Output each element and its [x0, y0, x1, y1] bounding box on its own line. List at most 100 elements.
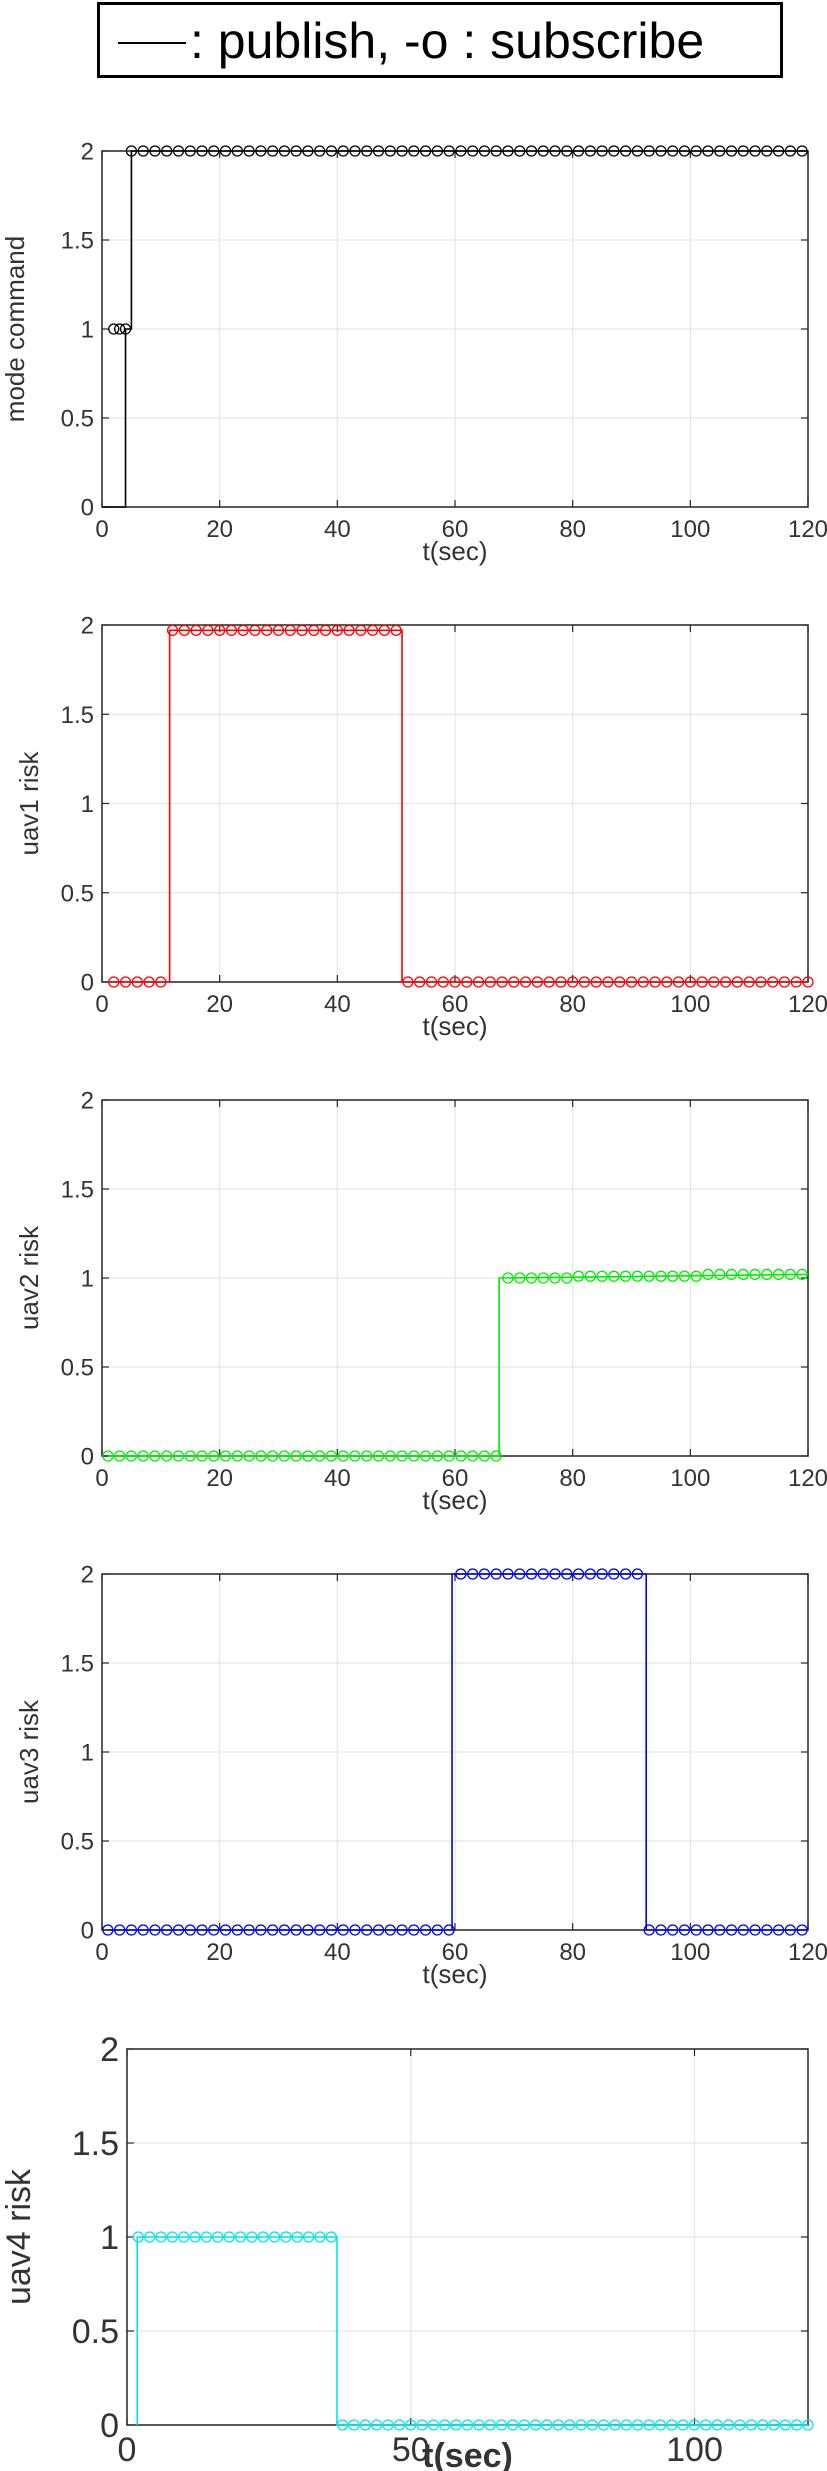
y-tick-label: 0	[100, 2407, 119, 2445]
subscribe-marker	[619, 145, 632, 157]
subscribe-marker	[290, 145, 302, 157]
subscribe-marker	[537, 145, 549, 157]
subscribe-marker	[725, 1924, 738, 1936]
subscribe-marker	[655, 1270, 667, 1282]
x-tick-label: 80	[559, 1939, 586, 1966]
y-axis-label: uav1 risk	[14, 750, 44, 855]
y-tick-label: 0.5	[72, 2313, 119, 2351]
x-tick-label: 120	[788, 1939, 827, 1966]
subscribe-marker	[184, 1450, 196, 1462]
y-tick-label: 0	[81, 1918, 94, 1945]
subscribe-marker	[796, 1268, 808, 1281]
subscribe-marker	[355, 624, 367, 637]
subscribe-marker	[349, 1924, 361, 1936]
subscribe-marker	[455, 1568, 467, 1580]
x-axis-label: t(sec)	[422, 2437, 513, 2471]
subscribe-marker	[155, 976, 167, 988]
subscribe-marker	[172, 1450, 185, 1462]
subscribe-marker	[608, 1568, 620, 1580]
subscribe-marker	[466, 1450, 479, 1462]
subscribe-marker	[219, 1450, 232, 1462]
subscribe-marker	[702, 1268, 714, 1281]
y-tick-label: 1	[81, 791, 94, 818]
subscribe-marker	[257, 2231, 269, 2243]
subscribe-marker	[149, 1450, 161, 1462]
x-tick-label: 0	[95, 1465, 108, 1492]
subscribe-marker	[189, 2231, 201, 2243]
subscribe-marker	[348, 2419, 360, 2431]
subscribe-marker	[543, 976, 555, 988]
subscribe-marker	[578, 976, 591, 988]
subscribe-marker	[667, 1924, 679, 1936]
subscribe-marker	[472, 976, 485, 988]
y-tick-label: 2	[100, 2031, 119, 2069]
subscribe-marker	[596, 1270, 608, 1282]
subscribe-marker	[537, 1568, 549, 1580]
subscribe-marker	[449, 976, 461, 988]
subscribe-marker	[431, 1450, 444, 1462]
subscribe-marker	[408, 1924, 420, 1936]
subscribe-marker	[514, 145, 526, 157]
subscribe-marker	[690, 145, 702, 157]
subscribe-marker	[243, 145, 255, 157]
subscribe-marker	[507, 2419, 519, 2431]
chart-legend: : publish, -o : subscribe	[97, 2, 783, 78]
subscribe-marker	[371, 2419, 383, 2431]
subscribe-marker	[555, 976, 567, 988]
subscribe-marker	[302, 1450, 314, 1462]
chart-2: 0 20 40 60 80 100 120 0 0.5 1 1.5 2 t(sec) uav1 risk	[14, 613, 827, 1041]
subscribe-marker	[290, 1450, 302, 1462]
subscribe-marker	[131, 976, 143, 988]
subscribe-marker	[772, 1268, 785, 1281]
subscribe-marker	[667, 145, 679, 157]
subscribe-marker	[637, 976, 649, 988]
subscribe-marker	[466, 145, 479, 157]
subscribe-marker	[255, 145, 267, 157]
subscribe-marker	[302, 145, 314, 157]
subscribe-marker	[802, 2419, 814, 2431]
subscribe-marker	[132, 2231, 145, 2243]
publish-line	[113, 629, 808, 983]
subscribe-marker	[784, 1268, 796, 1281]
subscribe-marker	[384, 1924, 396, 1936]
subscribe-marker	[696, 976, 708, 988]
subscribe-marker	[325, 145, 338, 157]
subscribe-marker	[396, 1450, 408, 1462]
subscribe-marker	[137, 1450, 149, 1462]
subscribe-marker	[484, 2419, 496, 2431]
subscribe-marker	[734, 2419, 746, 2431]
subscribe-marker	[325, 1924, 338, 1936]
x-tick-label: 100	[670, 1939, 710, 1966]
subscribe-marker	[796, 1924, 808, 1936]
subscribe-marker	[108, 323, 120, 335]
y-tick-label: 1	[81, 317, 94, 344]
subscribe-marker	[772, 145, 785, 157]
subscribe-marker	[596, 1568, 608, 1580]
subscribe-marker	[359, 2419, 372, 2431]
subscribe-marker	[596, 145, 608, 157]
subscribe-marker	[243, 1450, 255, 1462]
y-tick-label: 0	[81, 495, 94, 522]
y-tick-label: 2	[81, 1562, 94, 1589]
subscribe-marker	[678, 145, 691, 157]
subscribe-marker	[343, 624, 355, 637]
subscribe-marker	[678, 1270, 691, 1282]
y-tick-label: 0	[81, 1444, 94, 1471]
subscribe-marker	[654, 2419, 667, 2431]
subscribe-marker	[737, 1268, 749, 1281]
subscribe-marker	[667, 1270, 679, 1282]
subscribe-marker	[349, 1450, 361, 1462]
subscribe-marker	[608, 145, 620, 157]
subscribe-marker	[749, 1268, 761, 1281]
subscribe-marker	[714, 145, 726, 157]
subscribe-marker	[200, 2231, 213, 2243]
subscribe-marker	[231, 1450, 243, 1462]
subscribe-marker	[784, 1924, 796, 1936]
subscribe-marker	[314, 1450, 326, 1462]
subscribe-marker	[678, 1924, 691, 1936]
subscribe-marker	[214, 624, 226, 637]
subscribe-marker	[337, 1924, 349, 1936]
subscribe-marker	[572, 1270, 585, 1282]
subscribe-marker	[772, 1924, 785, 1936]
